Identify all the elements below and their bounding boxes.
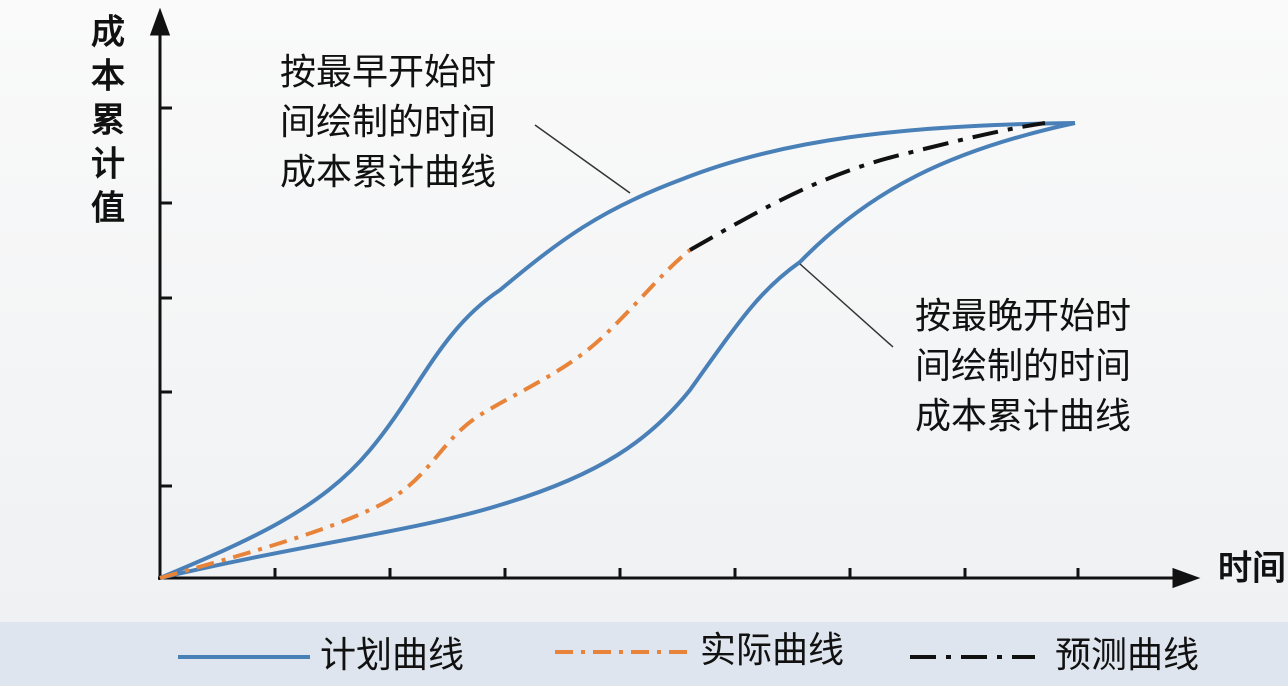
annotation-line: 按最晚开始时 (915, 296, 1131, 337)
late-curve (159, 121, 1076, 580)
annotation-line: 按最早开始时 (280, 52, 496, 93)
legend-label: 实际曲线 (700, 630, 844, 671)
y-axis-label: 成 本 累 计 值 (91, 13, 125, 229)
actual-curve (159, 248, 692, 580)
x-arrow (1172, 567, 1201, 589)
annotation-line: 成本累计曲线 (280, 152, 496, 193)
annotation-line: 间绘制的时间 (915, 346, 1131, 387)
early-curve (159, 121, 1076, 580)
y-label-char: 本 (91, 57, 125, 97)
y-arrow (149, 7, 171, 36)
legend-label: 预测曲线 (1055, 635, 1199, 676)
y-label-char: 计 (91, 145, 125, 185)
y-label-char: 累 (91, 101, 125, 141)
y-label-char: 值 (91, 189, 125, 229)
x-ticks (273, 568, 1080, 578)
y-ticks (160, 106, 172, 488)
annotation-line: 间绘制的时间 (280, 102, 496, 143)
x-axis-label: 时间 (1218, 549, 1286, 589)
forecast-curve (689, 121, 1046, 252)
annotation-line: 成本累计曲线 (915, 396, 1131, 437)
axes (149, 7, 1201, 589)
y-label-char: 成 (91, 13, 125, 53)
legend-label: 计划曲线 (320, 635, 464, 676)
leader-line (534, 124, 631, 194)
leader-line (799, 263, 894, 348)
